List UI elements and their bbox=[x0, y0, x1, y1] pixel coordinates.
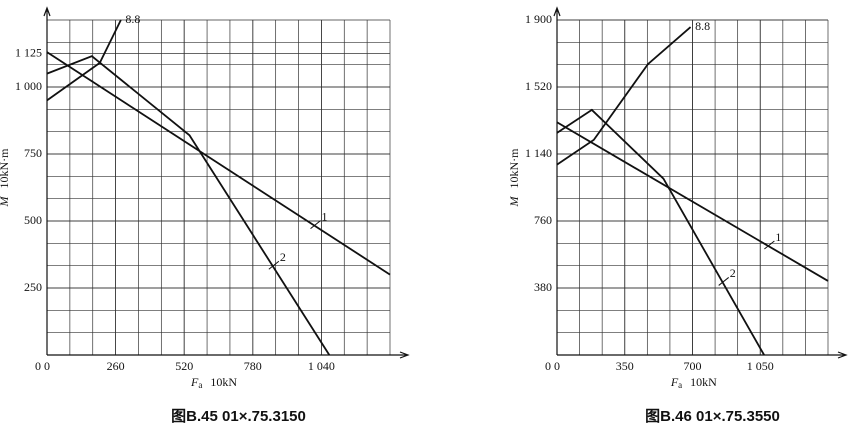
y-tick-label: 1 900 bbox=[525, 12, 552, 26]
series-label: 1 bbox=[775, 230, 781, 244]
series-label: 8.8 bbox=[125, 12, 140, 26]
x-tick-label: 1 040 bbox=[308, 359, 335, 373]
y-tick-label: 1 520 bbox=[525, 79, 552, 93]
series-line bbox=[46, 55, 331, 356]
y-tick-label: 750 bbox=[24, 146, 42, 160]
x-label-sub: a bbox=[678, 380, 682, 390]
y-tick-label: 250 bbox=[24, 280, 42, 294]
y-label-symbol: M bbox=[507, 196, 521, 208]
x-tick-label: 350 bbox=[616, 359, 634, 373]
x-label-symbol: F bbox=[670, 375, 679, 389]
series-line bbox=[556, 26, 692, 166]
x-tick-label: 1 050 bbox=[747, 359, 774, 373]
series-label: 2 bbox=[730, 266, 736, 280]
x-tick-label: 0 bbox=[554, 359, 560, 373]
chart-title: 图B.45 01×.75.3150 bbox=[171, 408, 306, 425]
series-line bbox=[556, 121, 829, 282]
x-tick-label: 520 bbox=[175, 359, 193, 373]
leader bbox=[764, 240, 775, 250]
x-label: Fa 10kN bbox=[190, 375, 237, 390]
x-label: Fa 10kN bbox=[670, 375, 717, 390]
series-line bbox=[556, 108, 765, 356]
series-line bbox=[46, 51, 391, 276]
y-tick-label: 1 140 bbox=[525, 146, 552, 160]
x-tick-label: 0 bbox=[44, 359, 50, 373]
y-label-unit: 10kN·m bbox=[0, 148, 11, 189]
x-label-symbol: F bbox=[190, 375, 199, 389]
leader bbox=[718, 277, 730, 286]
x-tick-label: 260 bbox=[107, 359, 125, 373]
y-label: M 10kN·m bbox=[507, 148, 521, 208]
y-label: M 10kN·m bbox=[0, 148, 11, 208]
y-label-unit: 10kN·m bbox=[507, 148, 521, 189]
series-label: 1 bbox=[322, 209, 328, 223]
origin-label: 0 bbox=[545, 359, 551, 373]
x-label-unit: 10kN bbox=[210, 375, 237, 389]
origin-label: 0 bbox=[35, 359, 41, 373]
x-tick-label: 700 bbox=[684, 359, 702, 373]
y-tick-label: 1 000 bbox=[15, 79, 42, 93]
y-tick-label: 500 bbox=[24, 213, 42, 227]
series-label: 2 bbox=[280, 250, 286, 264]
y-tick-label: 1 125 bbox=[15, 45, 42, 59]
series-line bbox=[46, 19, 122, 102]
leader bbox=[268, 260, 280, 270]
y-label-symbol: M bbox=[0, 196, 11, 208]
x-label-sub: a bbox=[198, 380, 202, 390]
chart-title: 图B.46 01×.75.3550 bbox=[645, 408, 780, 425]
leader bbox=[310, 220, 321, 230]
y-tick-label: 760 bbox=[534, 213, 552, 227]
series-label: 8.8 bbox=[695, 19, 710, 33]
x-tick-label: 780 bbox=[244, 359, 262, 373]
x-axis bbox=[557, 351, 848, 359]
y-axis bbox=[43, 6, 51, 355]
y-axis bbox=[553, 6, 561, 355]
x-label-unit: 10kN bbox=[690, 375, 717, 389]
y-tick-label: 380 bbox=[534, 280, 552, 294]
x-axis bbox=[47, 351, 410, 359]
